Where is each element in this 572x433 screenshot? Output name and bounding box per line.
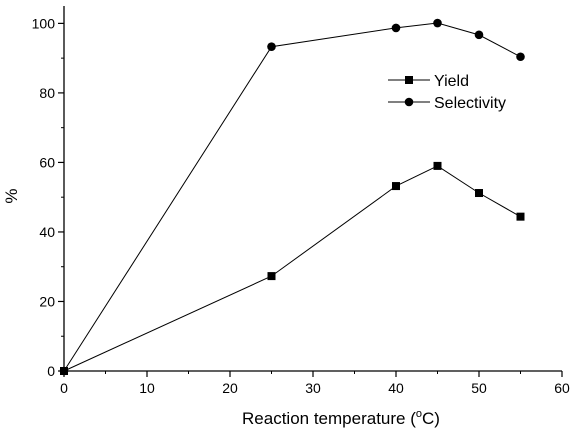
x-axis-label-unit: C) [422, 409, 440, 428]
selectivity-series [59, 18, 525, 376]
x-axis-label: Reaction temperature (oC) [242, 408, 440, 428]
yield-line [63, 165, 521, 372]
y-tick-label: 80 [39, 85, 55, 101]
yield-point [516, 212, 525, 221]
legend-item-yield: Yield [388, 73, 469, 90]
selectivity-point [433, 18, 442, 28]
x-axis-label-text: Reaction temperature ( [242, 409, 416, 428]
yield-point [475, 189, 483, 198]
x-axis-label-superscript: o [416, 408, 422, 420]
y-axis-label: % [2, 188, 21, 203]
y-tick-label: 40 [39, 224, 55, 240]
y-tick-label: 0 [47, 363, 55, 379]
selectivity-point [59, 366, 69, 376]
legend-marker-selectivity [404, 97, 414, 107]
selectivity-point [391, 23, 401, 33]
x-tick-label: 30 [305, 380, 321, 396]
legend-label-selectivity: Selectivity [434, 95, 506, 112]
y-tick-label: 100 [32, 15, 56, 31]
x-tick-label: 40 [388, 380, 404, 396]
legend: Yield Selectivity [388, 73, 506, 112]
series-layer [59, 18, 525, 376]
y-tick-label: 60 [39, 154, 55, 170]
x-tick-label: 20 [222, 380, 238, 396]
yield-point [433, 161, 442, 170]
legend-item-selectivity: Selectivity [388, 95, 506, 112]
legend-label-yield: Yield [434, 73, 469, 90]
x-tick-label: 50 [471, 380, 487, 396]
y-tick-label: 20 [39, 293, 55, 309]
selectivity-line [63, 22, 521, 372]
yield-point [392, 182, 400, 191]
legend-marker-yield [405, 76, 413, 84]
x-tick-label: 60 [554, 380, 570, 396]
yield-point [267, 272, 276, 281]
selectivity-point [267, 42, 276, 51]
selectivity-point [516, 52, 525, 62]
selectivity-point [474, 30, 484, 40]
x-tick-label: 0 [60, 380, 68, 396]
axes: 0 10 20 30 40 50 60 0 20 40 60 80 100 [32, 6, 570, 396]
x-tick-label: 10 [139, 380, 155, 396]
